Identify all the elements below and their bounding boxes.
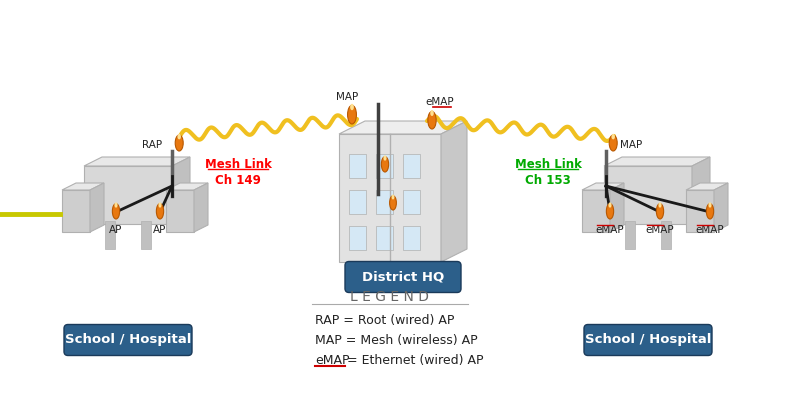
Ellipse shape — [609, 135, 617, 151]
Text: AP: AP — [153, 225, 167, 235]
Bar — [403, 190, 420, 214]
Polygon shape — [166, 190, 194, 232]
Bar — [349, 190, 366, 214]
Bar — [661, 221, 671, 249]
Bar — [349, 226, 366, 250]
Ellipse shape — [392, 194, 394, 199]
Polygon shape — [84, 157, 190, 166]
Polygon shape — [582, 190, 610, 232]
Ellipse shape — [428, 111, 436, 129]
Bar — [403, 154, 420, 178]
Bar — [376, 154, 393, 178]
Polygon shape — [582, 183, 624, 190]
Ellipse shape — [175, 135, 183, 151]
Ellipse shape — [350, 104, 354, 110]
Polygon shape — [610, 183, 624, 232]
Ellipse shape — [709, 202, 712, 208]
Text: Mesh Link: Mesh Link — [205, 157, 272, 171]
Polygon shape — [166, 183, 208, 190]
Polygon shape — [714, 183, 728, 232]
FancyBboxPatch shape — [64, 325, 192, 356]
Bar — [141, 221, 151, 249]
Text: eMAP: eMAP — [696, 225, 724, 235]
FancyBboxPatch shape — [345, 262, 461, 293]
Ellipse shape — [115, 202, 118, 208]
Polygon shape — [604, 157, 710, 166]
Text: Mesh Link: Mesh Link — [514, 157, 581, 171]
FancyBboxPatch shape — [584, 325, 712, 356]
Text: MAP = Mesh (wireless) AP: MAP = Mesh (wireless) AP — [315, 334, 478, 347]
Polygon shape — [84, 166, 172, 224]
Polygon shape — [62, 190, 90, 232]
Polygon shape — [692, 157, 710, 224]
Text: eMAP: eMAP — [596, 225, 624, 235]
Text: Ch 153: Ch 153 — [525, 173, 571, 187]
Bar — [403, 226, 420, 250]
Polygon shape — [194, 183, 208, 232]
Polygon shape — [90, 183, 104, 232]
Bar — [349, 154, 366, 178]
Polygon shape — [62, 183, 104, 190]
Ellipse shape — [611, 134, 615, 139]
Text: MAP: MAP — [620, 140, 642, 150]
Ellipse shape — [658, 202, 661, 208]
Bar — [376, 190, 393, 214]
Polygon shape — [441, 121, 467, 262]
Text: District HQ: District HQ — [362, 271, 444, 283]
Text: eMAP: eMAP — [426, 97, 454, 107]
Ellipse shape — [178, 134, 181, 139]
Polygon shape — [686, 183, 728, 190]
Ellipse shape — [348, 105, 356, 124]
Ellipse shape — [656, 204, 664, 219]
Text: eMAP: eMAP — [315, 354, 349, 367]
Text: RAP: RAP — [142, 140, 162, 150]
Ellipse shape — [156, 204, 164, 219]
Text: RAP = Root (wired) AP: RAP = Root (wired) AP — [315, 314, 454, 327]
Polygon shape — [604, 166, 692, 224]
Text: eMAP: eMAP — [645, 225, 675, 235]
Text: = Ethernet (wired) AP: = Ethernet (wired) AP — [347, 354, 483, 367]
Polygon shape — [172, 157, 190, 224]
Ellipse shape — [607, 204, 614, 219]
Text: L E G E N D: L E G E N D — [351, 290, 430, 304]
Text: Ch 149: Ch 149 — [215, 173, 261, 187]
Ellipse shape — [608, 202, 611, 208]
Ellipse shape — [706, 204, 713, 219]
Polygon shape — [339, 121, 467, 134]
Bar — [105, 221, 115, 249]
Ellipse shape — [159, 202, 161, 208]
Bar — [625, 221, 635, 249]
Polygon shape — [686, 190, 714, 232]
Ellipse shape — [383, 155, 386, 161]
Ellipse shape — [382, 157, 389, 172]
Ellipse shape — [431, 110, 434, 116]
Bar — [376, 226, 393, 250]
Text: MAP: MAP — [336, 92, 358, 102]
Polygon shape — [339, 134, 441, 262]
Text: School / Hospital: School / Hospital — [65, 333, 191, 346]
Text: School / Hospital: School / Hospital — [585, 333, 711, 346]
Ellipse shape — [112, 204, 119, 219]
Ellipse shape — [389, 196, 397, 210]
Text: AP: AP — [109, 225, 122, 235]
